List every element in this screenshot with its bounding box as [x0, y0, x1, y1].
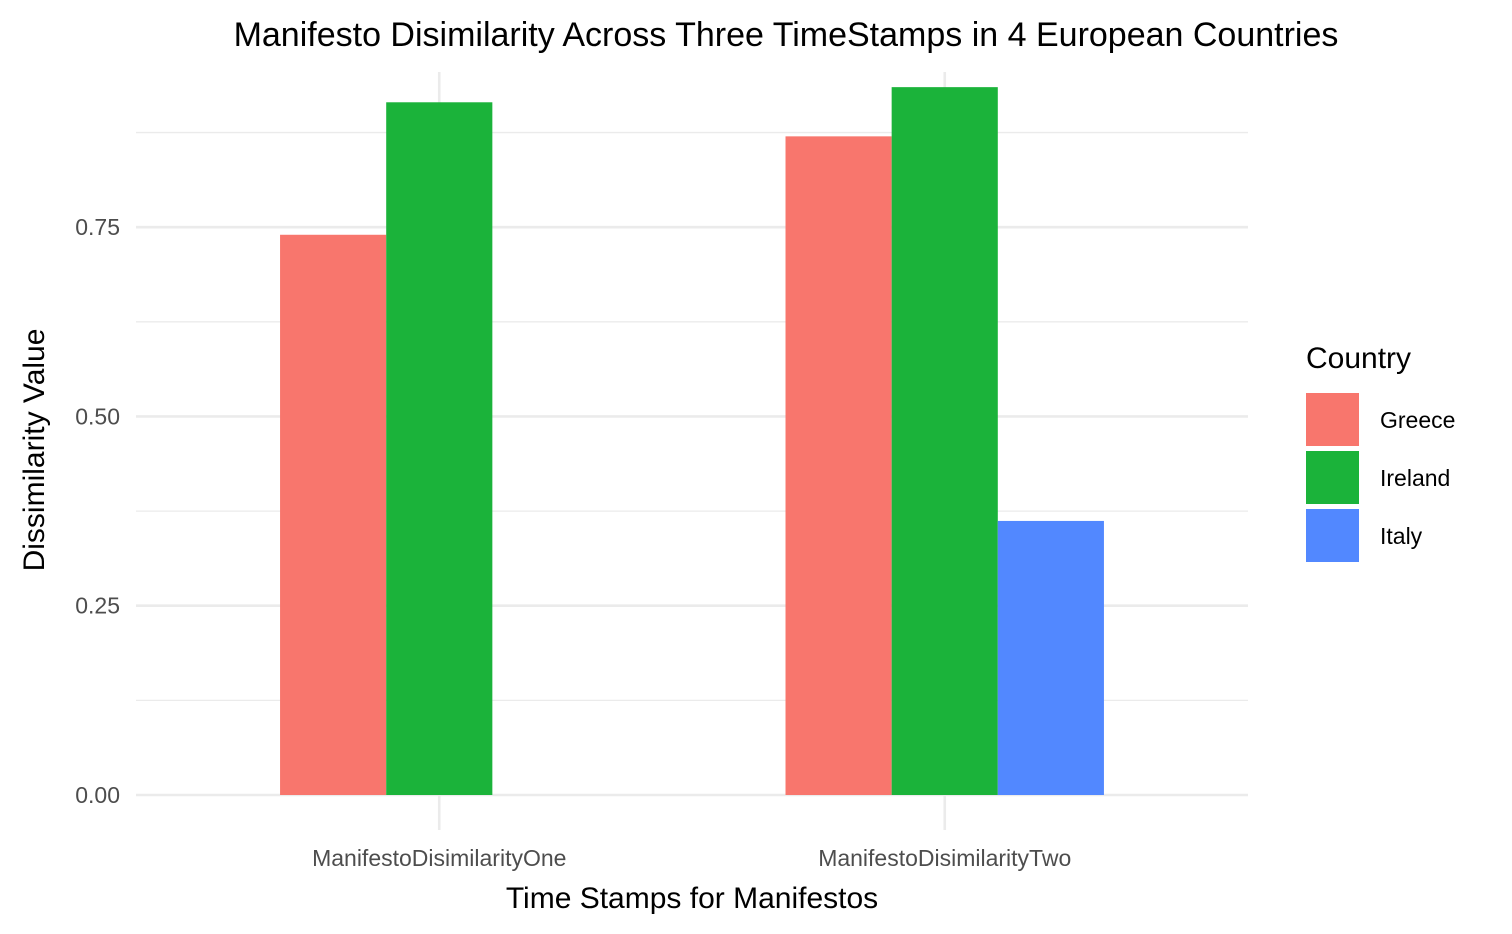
x-tick-label: ManifestoDisimilarityOne [312, 845, 566, 871]
y-tick-label: 0.00 [75, 782, 120, 808]
bar-ireland-2 [891, 87, 998, 795]
bar-italy-2 [997, 520, 1104, 795]
bars [280, 87, 1104, 796]
bar-greece-2 [785, 136, 892, 796]
y-axis-tick-labels: 0.00 0.25 0.50 0.75 [75, 214, 120, 808]
x-tick-label: ManifestoDisimilarityTwo [818, 845, 1071, 871]
legend-key-greece [1306, 393, 1359, 446]
legend-key-italy [1306, 509, 1359, 562]
legend: Country Greece Ireland Italy [1306, 342, 1455, 562]
bar-ireland-1 [386, 102, 493, 796]
legend-label-ireland: Ireland [1380, 465, 1450, 491]
y-tick-label: 0.25 [75, 593, 120, 619]
legend-label-italy: Italy [1380, 523, 1423, 549]
bar-greece-1 [280, 234, 387, 795]
y-tick-label: 0.75 [75, 214, 120, 240]
y-axis-title: Dissimilarity Value [18, 329, 51, 572]
chart-title: Manifesto Disimilarity Across Three Time… [234, 16, 1339, 54]
legend-title: Country [1306, 342, 1411, 375]
legend-label-greece: Greece [1380, 407, 1455, 433]
x-axis-tick-labels: ManifestoDisimilarityOne ManifestoDisimil… [312, 845, 1071, 871]
x-axis-title: Time Stamps for Manifestos [506, 882, 878, 915]
y-tick-label: 0.50 [75, 403, 120, 429]
legend-key-ireland [1306, 451, 1359, 504]
